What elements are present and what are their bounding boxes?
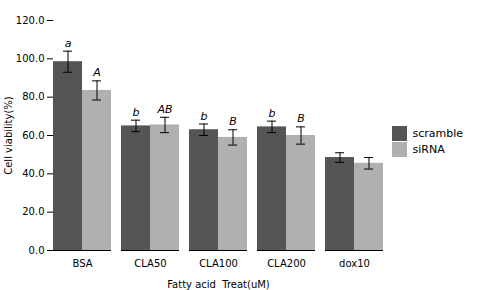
- svg-text:AB: AB: [156, 103, 172, 116]
- svg-text:100.0: 100.0: [16, 53, 45, 64]
- html-text:siRNA: siRNA: [412, 143, 445, 157]
- svg-text:40.0: 40.0: [22, 168, 44, 179]
- svg-text:A: A: [92, 66, 101, 79]
- svg-text:a: a: [65, 37, 72, 50]
- svg-text:BSA: BSA: [72, 258, 92, 269]
- svg-text:80.0: 80.0: [22, 91, 44, 102]
- svg-text:CLA100: CLA100: [199, 258, 238, 269]
- svg-text:Fatty acid Treat(uM): Fatty acid Treat(uM): [167, 279, 270, 290]
- svg-text:60.0: 60.0: [22, 130, 44, 141]
- svg-text:0.0: 0.0: [29, 245, 45, 256]
- html-text:scramble: scramble: [412, 127, 464, 141]
- svg-text:20.0: 20.0: [22, 206, 44, 217]
- svg-text:B: B: [229, 115, 237, 128]
- svg-text:CLA200: CLA200: [267, 258, 306, 269]
- svg-text:120.0: 120.0: [16, 15, 45, 26]
- svg-text:B: B: [297, 112, 305, 125]
- svg-text:Cell viability(%): Cell viability(%): [3, 96, 14, 175]
- svg-text:CLA50: CLA50: [134, 258, 166, 269]
- svg-text:b: b: [133, 106, 140, 119]
- svg-text:dox10: dox10: [339, 258, 370, 269]
- svg-text:b: b: [201, 110, 208, 123]
- svg-text:b: b: [269, 107, 276, 120]
